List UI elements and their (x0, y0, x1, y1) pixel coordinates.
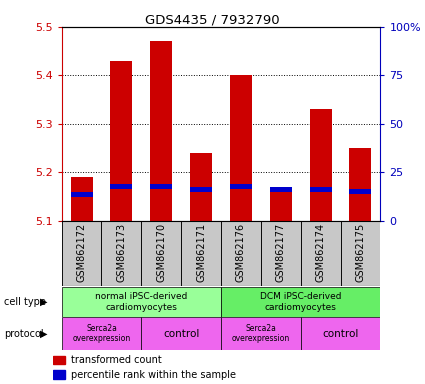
Bar (261, 221, 300, 286)
Bar (71, 177, 93, 221)
Text: GSM862174: GSM862174 (316, 223, 326, 282)
Text: GSM862170: GSM862170 (156, 223, 166, 282)
Bar (270, 187, 292, 192)
Text: cell type: cell type (4, 297, 46, 307)
Text: control: control (163, 328, 199, 339)
Text: GSM862176: GSM862176 (236, 223, 246, 282)
Bar (53, 371, 65, 379)
Text: transformed count: transformed count (71, 355, 162, 365)
Bar (300, 221, 340, 286)
Bar (349, 189, 371, 194)
Text: GSM862175: GSM862175 (355, 223, 366, 282)
Bar (221, 221, 261, 286)
Text: Serca2a
overexpression: Serca2a overexpression (232, 324, 290, 343)
Bar (62, 221, 102, 286)
Bar (141, 317, 221, 350)
Bar (62, 287, 221, 317)
Bar (300, 317, 380, 350)
Bar (340, 221, 380, 286)
Bar (181, 221, 221, 286)
Text: ▶: ▶ (40, 297, 48, 307)
Bar (221, 287, 380, 317)
Bar (71, 192, 93, 197)
Bar (349, 148, 371, 221)
Text: GSM862172: GSM862172 (76, 223, 87, 282)
Bar (150, 184, 172, 189)
Text: normal iPSC-derived
cardiomyocytes: normal iPSC-derived cardiomyocytes (95, 292, 187, 311)
Bar (141, 221, 181, 286)
Bar (53, 356, 65, 364)
Text: protocol: protocol (4, 328, 44, 339)
Bar (110, 184, 132, 189)
Bar (190, 153, 212, 221)
Bar (150, 41, 172, 221)
Text: ▶: ▶ (40, 328, 48, 339)
Text: GSM862177: GSM862177 (276, 223, 286, 282)
Bar (190, 187, 212, 192)
Bar (230, 75, 252, 221)
Bar (230, 184, 252, 189)
Text: GSM862171: GSM862171 (196, 223, 206, 282)
Bar (310, 187, 332, 192)
Bar (221, 317, 300, 350)
Bar (270, 192, 292, 221)
Text: control: control (322, 328, 359, 339)
Bar (102, 221, 141, 286)
Bar (310, 109, 332, 221)
Text: GDS4435 / 7932790: GDS4435 / 7932790 (145, 13, 280, 26)
Bar (62, 317, 141, 350)
Text: DCM iPSC-derived
cardiomyocytes: DCM iPSC-derived cardiomyocytes (260, 292, 341, 311)
Text: Serca2a
overexpression: Serca2a overexpression (72, 324, 130, 343)
Text: GSM862173: GSM862173 (116, 223, 126, 282)
Bar (110, 61, 132, 221)
Text: percentile rank within the sample: percentile rank within the sample (71, 370, 236, 380)
